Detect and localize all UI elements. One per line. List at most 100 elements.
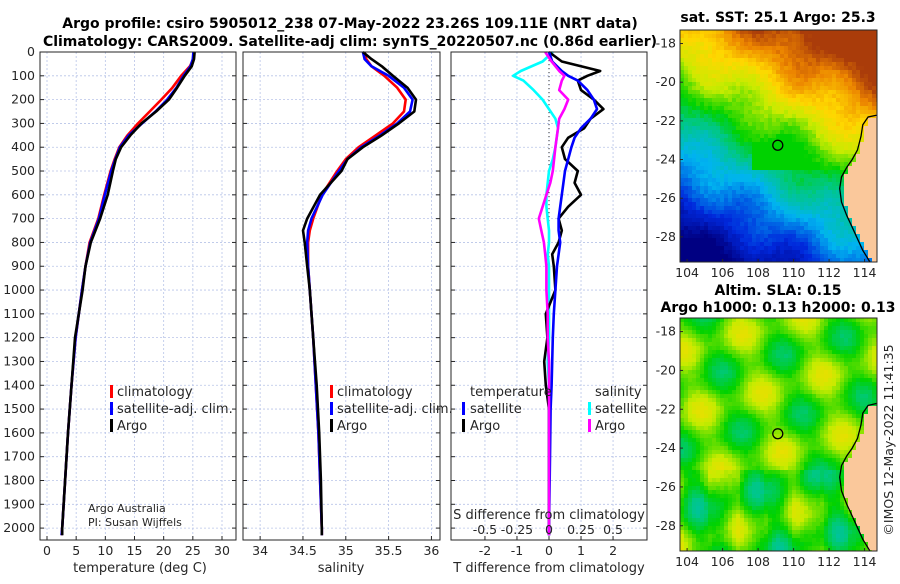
map-cell bbox=[768, 322, 772, 326]
map-cell bbox=[772, 494, 776, 498]
map-cell bbox=[836, 98, 840, 102]
map-cell bbox=[736, 398, 740, 402]
map-cell bbox=[764, 494, 768, 498]
map-cell bbox=[784, 458, 788, 462]
map-cell bbox=[720, 370, 724, 374]
map-cell bbox=[716, 382, 720, 386]
map-cell bbox=[780, 38, 784, 42]
map-cell bbox=[752, 538, 756, 542]
map-cell bbox=[708, 534, 712, 538]
map-cell bbox=[708, 170, 712, 174]
land-cell bbox=[864, 170, 868, 174]
map-cell bbox=[792, 250, 796, 254]
x-axis-label-salinity: salinity bbox=[318, 561, 365, 576]
map-cell bbox=[760, 178, 764, 182]
map-cell bbox=[720, 470, 724, 474]
map-cell bbox=[732, 330, 736, 334]
map-cell bbox=[784, 178, 788, 182]
map-cell bbox=[704, 134, 708, 138]
map-cell bbox=[700, 386, 704, 390]
map-cell bbox=[736, 122, 740, 126]
map-cell bbox=[772, 118, 776, 122]
map-cell bbox=[816, 34, 820, 38]
map-cell bbox=[688, 458, 692, 462]
lat-tick-label: -28 bbox=[656, 229, 676, 244]
map-cell bbox=[688, 390, 692, 394]
map-cell bbox=[808, 238, 812, 242]
map-cell bbox=[824, 250, 828, 254]
map-cell bbox=[732, 170, 736, 174]
map-cell bbox=[772, 66, 776, 70]
map-cell bbox=[728, 158, 732, 162]
map-cell bbox=[696, 234, 700, 238]
map-cell bbox=[720, 142, 724, 146]
map-cell bbox=[696, 462, 700, 466]
map-cell bbox=[796, 470, 800, 474]
map-cell bbox=[732, 190, 736, 194]
map-cell bbox=[712, 146, 716, 150]
map-cell bbox=[768, 46, 772, 50]
map-cell bbox=[716, 526, 720, 530]
map-cell bbox=[844, 146, 848, 150]
map-cell bbox=[776, 454, 780, 458]
legend-marker-argo bbox=[110, 419, 113, 432]
map-cell bbox=[820, 30, 824, 34]
map-cell bbox=[740, 46, 744, 50]
map-cell bbox=[724, 442, 728, 446]
map-cell bbox=[792, 430, 796, 434]
map-cell bbox=[748, 390, 752, 394]
map-cell bbox=[796, 210, 800, 214]
map-cell bbox=[824, 150, 828, 154]
map-cell bbox=[708, 322, 712, 326]
map-cell bbox=[684, 394, 688, 398]
map-cell bbox=[772, 178, 776, 182]
map-cell bbox=[692, 434, 696, 438]
map-cell bbox=[760, 206, 764, 210]
map-cell bbox=[704, 514, 708, 518]
map-cell bbox=[820, 182, 824, 186]
map-cell bbox=[720, 182, 724, 186]
map-cell bbox=[692, 394, 696, 398]
map-cell bbox=[692, 134, 696, 138]
map-cell bbox=[724, 446, 728, 450]
map-cell bbox=[684, 530, 688, 534]
map-cell bbox=[680, 154, 684, 158]
land-cell bbox=[868, 222, 872, 226]
land-cell bbox=[860, 226, 864, 230]
map-cell bbox=[748, 414, 752, 418]
land-cell bbox=[868, 210, 872, 214]
map-cell bbox=[736, 238, 740, 242]
map-cell bbox=[768, 42, 772, 46]
map-cell bbox=[780, 86, 784, 90]
map-cell bbox=[720, 534, 724, 538]
map-cell bbox=[760, 510, 764, 514]
map-cell bbox=[768, 250, 772, 254]
map-cell bbox=[808, 146, 812, 150]
map-cell bbox=[708, 498, 712, 502]
land-cell bbox=[868, 242, 872, 246]
land-cell bbox=[844, 194, 848, 198]
map-cell bbox=[860, 30, 864, 34]
land-cell bbox=[860, 174, 864, 178]
map-cell bbox=[704, 466, 708, 470]
map-cell bbox=[700, 118, 704, 122]
map-cell bbox=[772, 30, 776, 34]
map-cell bbox=[792, 138, 796, 142]
map-cell bbox=[780, 374, 784, 378]
map-cell bbox=[712, 190, 716, 194]
map-cell bbox=[720, 238, 724, 242]
map-cell bbox=[684, 482, 688, 486]
map-cell bbox=[728, 510, 732, 514]
map-cell bbox=[700, 134, 704, 138]
y-tick-label: 200 bbox=[11, 92, 35, 107]
map-cell bbox=[788, 70, 792, 74]
map-cell bbox=[700, 434, 704, 438]
map-cell bbox=[808, 250, 812, 254]
map-cell bbox=[736, 106, 740, 110]
map-cell bbox=[764, 190, 768, 194]
map-cell bbox=[828, 38, 832, 42]
map-cell bbox=[844, 58, 848, 62]
map-cell bbox=[756, 174, 760, 178]
map-cell bbox=[760, 94, 764, 98]
land-cell bbox=[872, 234, 876, 238]
